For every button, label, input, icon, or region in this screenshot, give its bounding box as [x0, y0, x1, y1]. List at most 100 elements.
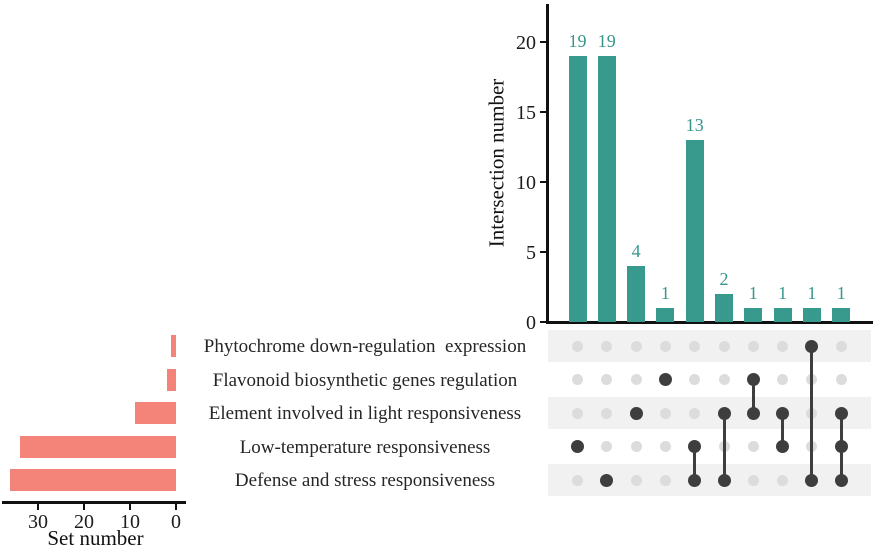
y-tick-label: 15	[516, 102, 536, 124]
y-tick-label: 0	[526, 312, 536, 334]
x-tick-label: 20	[74, 511, 94, 533]
matrix-dot-active	[834, 440, 848, 453]
intersection-bar	[744, 308, 763, 322]
set-label: Low-temperature responsiveness	[239, 436, 491, 458]
set-x-axis-line	[2, 501, 186, 504]
matrix-connector	[722, 413, 726, 480]
matrix-dot	[659, 407, 671, 419]
intersection-bar	[627, 266, 646, 322]
matrix-dot-active	[571, 440, 584, 453]
x-tick-mark	[83, 504, 85, 510]
x-tick-label: 30	[28, 511, 48, 533]
matrix-dot-active	[717, 406, 731, 420]
matrix-dot-active	[717, 473, 731, 487]
matrix-dot-active	[746, 373, 760, 386]
set-label: Element involved in light responsiveness	[208, 403, 522, 424]
matrix-dot	[630, 374, 642, 385]
matrix-dot-active	[746, 406, 760, 420]
intersection-value-label: 4	[631, 241, 641, 261]
matrix-dot	[689, 374, 701, 385]
x-tick-mark	[129, 504, 131, 510]
matrix-dot-active	[834, 473, 848, 487]
intersection-bar	[802, 308, 821, 322]
matrix-dot	[747, 340, 759, 352]
set-label: Flavonoid biosynthetic genes regulation	[212, 369, 518, 391]
matrix-dot-active	[805, 473, 819, 487]
matrix-dot	[601, 441, 613, 452]
matrix-dot	[572, 340, 583, 352]
matrix-connector	[693, 446, 697, 480]
matrix-dot	[630, 474, 642, 486]
matrix-dot	[659, 441, 671, 452]
matrix-dot	[601, 407, 613, 419]
y-tick-mark	[540, 111, 546, 113]
matrix-dot-active	[688, 473, 702, 487]
y-tick-mark	[540, 41, 546, 43]
intersection-value-label: 19	[597, 31, 616, 51]
y-tick-mark	[540, 321, 546, 323]
matrix-dot	[718, 340, 730, 352]
matrix-dot	[835, 374, 847, 385]
matrix-row-stripe	[548, 330, 871, 362]
set-bar	[134, 402, 176, 424]
set-label: Phytochrome down-regulation expression	[203, 336, 527, 357]
set-bar	[171, 335, 176, 357]
y-tick-mark	[540, 251, 546, 253]
y-tick-label: 5	[526, 242, 536, 264]
matrix-dot	[572, 374, 583, 385]
y-tick-label: 20	[516, 32, 536, 54]
intersection-value-label: 1	[660, 283, 670, 303]
intersection-value-label: 19	[568, 31, 587, 51]
matrix-dot	[572, 474, 583, 486]
intersection-bar	[656, 308, 675, 322]
matrix-dot-active	[776, 440, 790, 453]
intersection-value-label: 1	[748, 283, 758, 303]
matrix-dot	[777, 474, 789, 486]
intersection-bar	[773, 308, 792, 322]
matrix-dot	[630, 441, 642, 452]
intersection-y-axis-line	[546, 4, 549, 324]
x-tick-mark	[175, 504, 177, 510]
matrix-dot	[777, 374, 789, 385]
matrix-dot	[747, 441, 759, 452]
matrix-connector	[751, 379, 755, 413]
y-tick-label: 10	[516, 172, 536, 194]
matrix-dot	[689, 407, 701, 419]
matrix-dot	[601, 374, 613, 385]
matrix-row-stripe	[548, 397, 871, 429]
x-tick-label: 0	[171, 511, 181, 533]
matrix-dot	[630, 340, 642, 352]
intersection-value-label: 1	[807, 283, 817, 303]
set-label: Defense and stress responsiveness	[234, 470, 496, 491]
matrix-connector	[810, 346, 814, 480]
matrix-dot-active	[805, 339, 819, 353]
intersection-axis-title: Intersection number	[484, 78, 509, 248]
intersection-value-label: 13	[685, 115, 704, 135]
matrix-dot	[601, 340, 613, 352]
matrix-dot	[718, 374, 730, 385]
matrix-connector	[781, 413, 785, 447]
matrix-dot-active	[834, 406, 848, 420]
matrix-dot	[659, 340, 671, 352]
intersection-bar	[685, 140, 704, 322]
matrix-dot	[777, 340, 789, 352]
x-tick-label: 10	[120, 511, 140, 533]
intersection-bar	[832, 308, 851, 322]
matrix-dot-active	[776, 406, 790, 420]
set-bar	[10, 469, 176, 491]
intersection-value-label: 2	[719, 269, 729, 289]
set-bar	[166, 368, 176, 391]
matrix-dot-active	[629, 406, 643, 420]
matrix-dot	[835, 340, 847, 352]
intersection-value-label: 1	[778, 283, 788, 303]
matrix-dot	[689, 340, 701, 352]
intersection-bar	[715, 294, 733, 322]
matrix-dot	[572, 407, 583, 419]
y-tick-mark	[540, 181, 546, 183]
matrix-dot	[659, 474, 671, 486]
matrix-dot-active	[600, 473, 614, 487]
x-tick-mark	[37, 504, 39, 510]
intersection-bar	[568, 56, 587, 322]
matrix-row-stripe	[548, 464, 871, 496]
